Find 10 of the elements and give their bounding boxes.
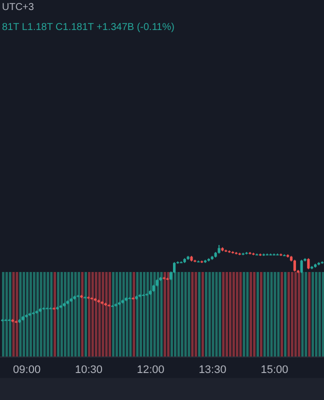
text: UTC+3	[2, 2, 34, 13]
x-tick-label: 10:30	[74, 364, 103, 376]
candlestick	[307, 258, 310, 270]
text: 81T L1.18T C1.181T +1.347B (-0.11%)	[2, 22, 174, 33]
x-tick-label: 15:00	[260, 364, 288, 376]
x-tick-label: 12:00	[136, 364, 164, 376]
x-tick-label: 09:00	[13, 364, 41, 376]
candlestick	[300, 259, 303, 274]
x-tick-label: 13:30	[198, 364, 226, 376]
candlestick	[293, 259, 296, 272]
